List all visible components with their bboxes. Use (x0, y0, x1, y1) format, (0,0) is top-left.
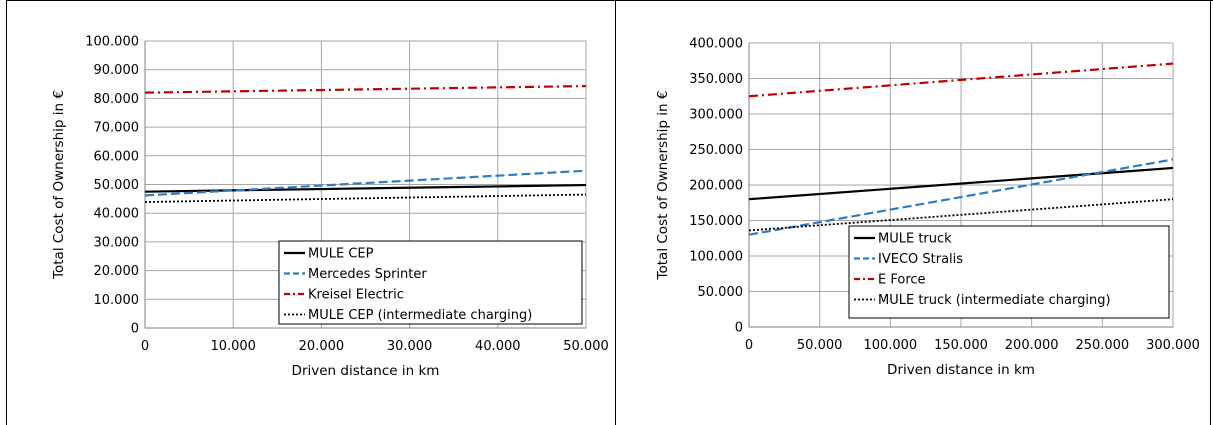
right-y-tick-label: 100.000 (689, 250, 743, 265)
right-legend-label-4: MULE truck (intermediate charging) (878, 293, 1111, 308)
right-legend-label-2: IVECO Stralis (878, 252, 963, 267)
left-y-tick-label: 10.000 (94, 293, 140, 308)
right-x-tick-label: 150.000 (934, 338, 988, 353)
left-x-tick-label: 30.000 (387, 339, 433, 354)
frame-right-border (1210, 0, 1211, 425)
right-y-tick-label: 200.000 (689, 179, 743, 194)
right-y-tick-label: 250.000 (689, 143, 743, 158)
right-series-line-2 (748, 158, 1174, 236)
frame-left-border (6, 0, 7, 425)
right-x-tick-label: 0 (745, 338, 753, 353)
left-y-tick-label: 50.000 (94, 178, 140, 193)
right-x-tick-label: 200.000 (1005, 338, 1059, 353)
right-y-tick-label: 400.000 (689, 37, 743, 52)
right-y-tick-label: 350.000 (689, 72, 743, 87)
left-y-tick-label: 80.000 (94, 92, 140, 107)
right-y-tick-label: 150.000 (689, 214, 743, 229)
right-legend-label-1: MULE truck (878, 232, 952, 247)
left-y-tick-label: 40.000 (94, 207, 140, 222)
right-x-tick-label: 250.000 (1075, 338, 1129, 353)
left-x-tick-label: 20.000 (299, 339, 345, 354)
right-y-axis-title: Total Cost of Ownership in € (655, 91, 671, 281)
left-series-line-3 (144, 84, 587, 94)
left-legend-box (278, 240, 583, 325)
right-x-tick-label: 100.000 (863, 338, 917, 353)
left-legend-label-1: MULE CEP (308, 247, 374, 262)
left-series-line-4 (144, 193, 587, 203)
right-x-axis-title: Driven distance in km (887, 362, 1035, 378)
left-y-axis-title: Total Cost of Ownership in € (51, 90, 67, 280)
right-series-line-4 (748, 198, 1174, 232)
left-x-tick-label: 40.000 (475, 339, 521, 354)
left-y-tick-label: 70.000 (94, 121, 140, 136)
right-x-tick-label: 300.000 (1146, 338, 1200, 353)
left-y-tick-label: 100.000 (85, 35, 139, 50)
frame-top-border (6, 0, 1213, 1)
right-legend-label-3: E Force (878, 273, 926, 288)
right-x-tick-label: 50.000 (797, 338, 843, 353)
left-legend-label-2: Mercedes Sprinter (308, 267, 427, 282)
left-x-axis-title: Driven distance in km (292, 363, 440, 379)
left-x-tick-label: 0 (141, 339, 149, 354)
left-y-tick-label: 30.000 (94, 235, 140, 250)
right-series-line-3 (748, 62, 1174, 98)
frame-divider (615, 0, 616, 425)
left-y-tick-label: 90.000 (94, 63, 140, 78)
left-x-tick-label: 10.000 (210, 339, 256, 354)
left-series-line-2 (144, 169, 587, 197)
left-legend-label-3: Kreisel Electric (308, 288, 404, 303)
left-y-tick-label: 0 (131, 322, 139, 337)
right-y-tick-label: 0 (735, 321, 743, 336)
left-y-tick-label: 20.000 (94, 264, 140, 279)
left-x-tick-label: 50.000 (563, 339, 609, 354)
right-y-tick-label: 50.000 (698, 285, 744, 300)
left-y-tick-label: 60.000 (94, 149, 140, 164)
right-legend-box (848, 225, 1170, 319)
right-series-line-1 (748, 166, 1174, 201)
right-y-tick-label: 300.000 (689, 108, 743, 123)
left-legend-label-4: MULE CEP (intermediate charging) (308, 308, 532, 323)
